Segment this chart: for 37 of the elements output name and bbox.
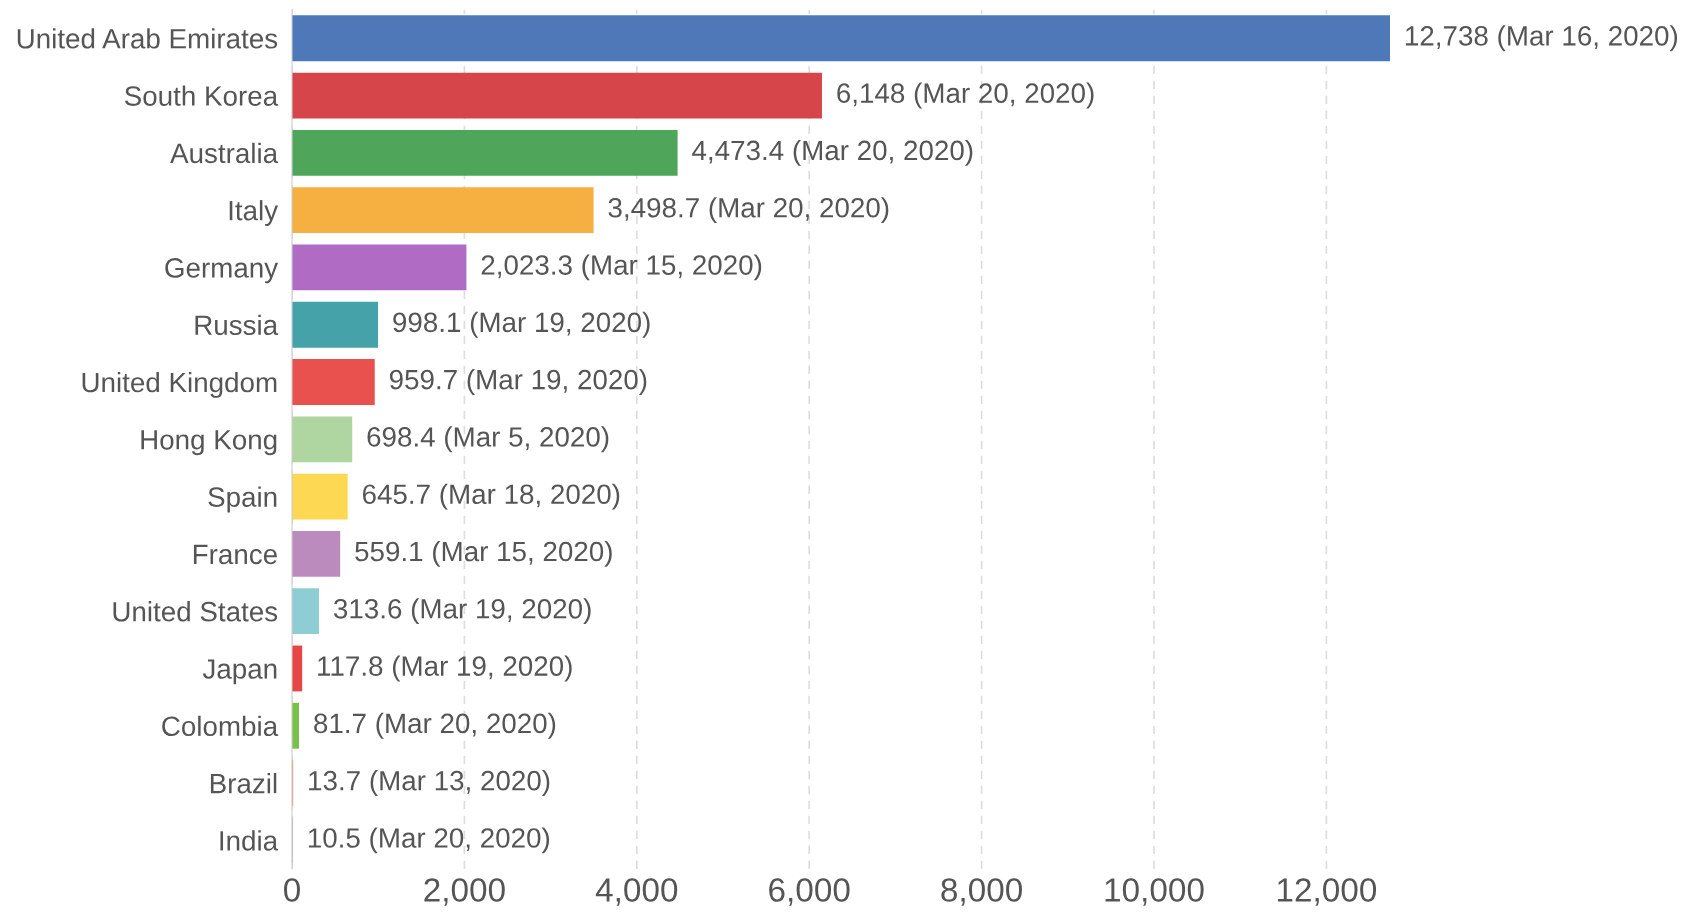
x-tick-label: 2,000 [424, 878, 505, 906]
data-label: 10.5 (Mar 20, 2020) [308, 827, 550, 854]
data-label: 117.8 (Mar 19, 2020) [318, 655, 572, 682]
data-label: 3,498.7 (Mar 20, 2020) [608, 197, 889, 224]
y-tick-label: Hong Kong [141, 430, 277, 456]
x-tick-label: 6,000 [769, 878, 850, 906]
y-tick-label: Japan [202, 659, 277, 685]
y-tick-label: Colombia [162, 715, 279, 737]
y-tick-label: Australia [170, 142, 279, 164]
x-tick-label: 12,000 [1277, 878, 1377, 906]
data-label: 13.7 (Mar 13, 2020) [309, 770, 550, 796]
data-label: 998.1 (Mar 19, 2020) [393, 311, 650, 338]
data-label: 4,473.4 (Mar 20, 2020) [692, 139, 973, 166]
data-label: 6,148 (Mar 20, 2020) [837, 82, 1094, 109]
data-label: 559.1 (Mar 15, 2020) [355, 540, 612, 567]
x-tick-label: 4,000 [595, 878, 678, 906]
y-tick-label: Italy [229, 200, 279, 226]
y-tick-label: United Arab Emirates [17, 28, 278, 49]
data-label: 12,738 (Mar 16, 2020) [1406, 25, 1678, 52]
data-label: 2,023.3 (Mar 15, 2020) [481, 254, 762, 281]
data-label: 645.7 (Mar 18, 2020) [362, 483, 620, 510]
x-tick-label: 10,000 [1105, 878, 1204, 906]
y-tick-label: India [220, 830, 279, 851]
data-label: 959.7 (Mar 19, 2020) [389, 369, 647, 395]
data-label: 81.7 (Mar 20, 2020) [314, 712, 556, 739]
x-tick-label: 0 [284, 878, 300, 902]
y-tick-label: Russia [195, 314, 279, 336]
y-tick-label: Brazil [210, 773, 277, 794]
y-tick-label: United Kingdom [82, 371, 277, 398]
data-label: 313.6 (Mar 19, 2020) [333, 598, 591, 625]
y-tick-label: France [193, 544, 277, 565]
y-tick-label: Germany [165, 258, 279, 284]
x-tick-label: 8,000 [941, 878, 1022, 906]
y-tick-label: United States [113, 601, 278, 622]
y-tick-label: Spain [208, 486, 277, 513]
data-label: 698.4 (Mar 5, 2020) [367, 426, 609, 453]
y-tick-label: South Korea [124, 85, 279, 106]
